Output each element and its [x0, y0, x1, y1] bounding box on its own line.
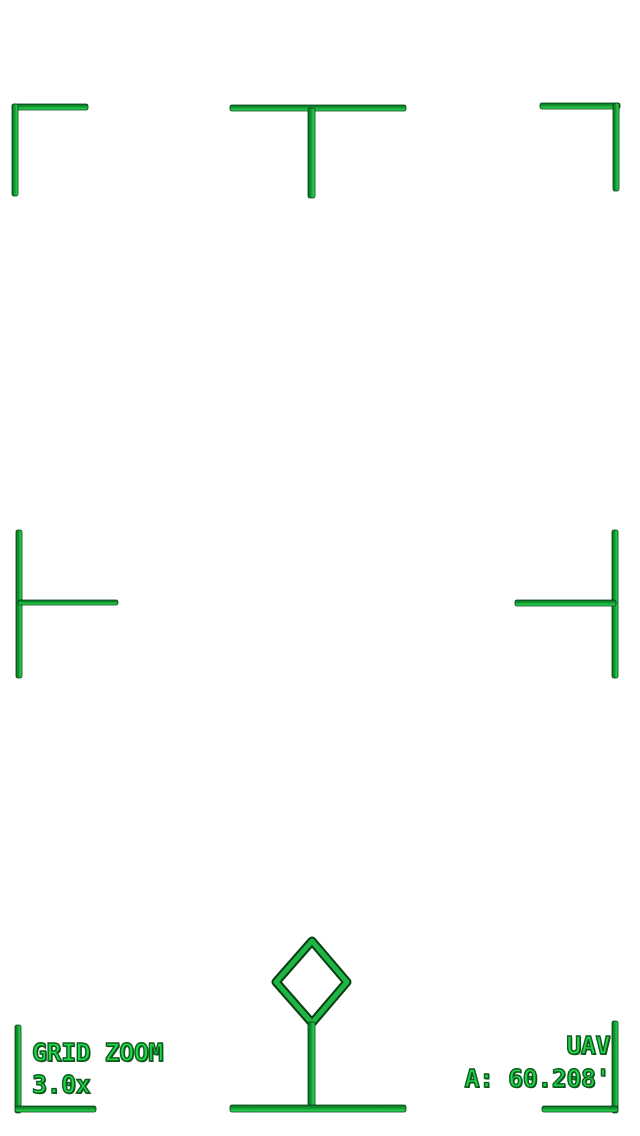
altitude-readout: A: 60.208': [464, 1064, 611, 1093]
top-left-corner-bracket-icon: [11, 103, 89, 197]
top-center-tee-marker-icon: [229, 104, 407, 199]
left-center-tee-marker-icon: [15, 529, 119, 679]
mode-label: UAV: [566, 1031, 612, 1060]
bottom-center-baseline-icon: [229, 1104, 407, 1113]
bottom-right-corner-bracket-icon: [541, 1020, 619, 1114]
waypoint-stem-icon: [307, 1021, 316, 1110]
top-right-corner-bracket-icon: [539, 102, 621, 192]
diamond-waypoint-icon: [271, 936, 352, 1028]
right-center-tee-marker-icon: [514, 529, 619, 679]
bottom-left-corner-bracket-icon: [14, 1024, 97, 1114]
grid-zoom-label: GRID ZOOM: [31, 1038, 164, 1067]
zoom-value-readout: 3.0x: [31, 1070, 91, 1099]
